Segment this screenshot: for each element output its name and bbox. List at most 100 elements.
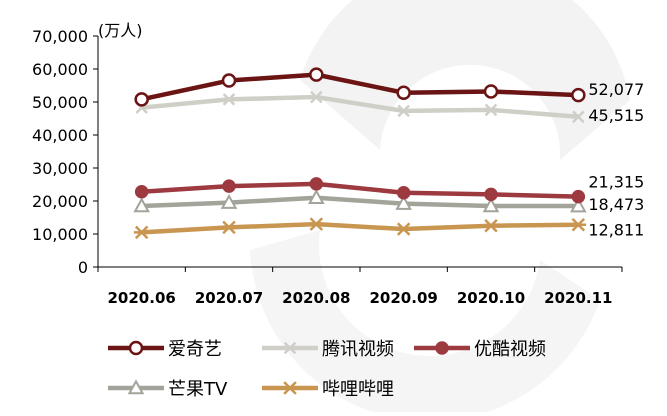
y-tick-label: 30,000 — [32, 159, 88, 178]
legend-label: 优酷视频 — [474, 339, 546, 360]
data-point-shape — [397, 104, 410, 118]
y-tick-label: 50,000 — [32, 93, 88, 112]
data-point-shape — [570, 217, 587, 232]
y-axis-unit-label: (万人) — [98, 21, 143, 40]
data-point-shape — [221, 220, 237, 235]
series-芒果TV — [133, 189, 587, 213]
data-point-shape — [483, 219, 499, 233]
legend-label: 芒果TV — [168, 379, 228, 400]
x-tick-label: 2020.07 — [195, 289, 263, 307]
data-point — [571, 189, 586, 204]
data-point-shape — [396, 186, 411, 200]
legend-label: 爱奇艺 — [168, 339, 222, 360]
end-value-label: 12,811 — [588, 221, 644, 240]
series-line — [141, 94, 579, 120]
data-point-shape — [482, 197, 500, 213]
data-point-shape — [571, 189, 586, 204]
legend-marker-shape — [282, 381, 298, 395]
data-point — [395, 222, 412, 236]
data-point-shape — [484, 187, 498, 202]
data-point-shape — [133, 225, 150, 240]
data-point-shape — [309, 177, 324, 191]
y-tick-label: 0 — [78, 258, 88, 277]
legend-marker-shape — [128, 340, 144, 356]
legend-item: 优酷视频 — [414, 339, 546, 360]
data-point — [222, 93, 236, 106]
end-value-label: 52,077 — [588, 80, 644, 99]
legend-item: 芒果TV — [108, 379, 228, 400]
watermark-shape — [300, 0, 630, 160]
data-point — [483, 219, 499, 233]
legend-label: 腾讯视频 — [322, 339, 394, 360]
data-point-shape — [395, 222, 412, 236]
data-point — [309, 177, 324, 191]
legend-marker — [435, 341, 449, 355]
x-tick-label: 2020.10 — [457, 289, 525, 307]
data-point-shape — [570, 197, 587, 213]
data-point — [482, 197, 500, 213]
data-point — [134, 92, 149, 107]
data-point-shape — [310, 90, 323, 104]
series-line — [141, 181, 579, 199]
end-value-label: 45,515 — [588, 106, 644, 125]
series-哔哩哔哩 — [133, 217, 587, 240]
data-point — [396, 85, 411, 101]
data-point — [222, 179, 236, 193]
data-point-shape — [134, 185, 149, 199]
legend-label: 哔哩哔哩 — [322, 379, 394, 400]
data-point-shape — [220, 193, 238, 209]
data-point — [395, 194, 412, 210]
data-point — [484, 103, 498, 117]
data-point — [570, 217, 587, 232]
end-value-label: 21,315 — [588, 173, 644, 192]
series-line — [141, 195, 579, 209]
data-point-shape — [572, 110, 585, 124]
series-line — [141, 72, 579, 102]
y-tick-label: 70,000 — [32, 27, 88, 46]
data-point — [309, 67, 324, 82]
data-point — [310, 90, 323, 104]
data-point — [396, 186, 411, 200]
data-point — [134, 185, 149, 199]
series-layer — [133, 67, 587, 240]
axes: 0 10,000 20,000 30,000 40,000 50,000 60,000 70,… — [32, 27, 623, 307]
data-point-shape — [395, 194, 412, 210]
end-labels: 52,077 45,515 21,315 18,473 12,811 — [588, 80, 644, 240]
legend-item: 腾讯视频 — [262, 339, 394, 360]
x-tick-label: 2020.09 — [370, 289, 438, 307]
legend-marker-shape — [435, 341, 449, 355]
data-point — [570, 197, 587, 213]
data-point — [308, 189, 325, 204]
data-point-shape — [308, 217, 325, 231]
series-爱奇艺 — [134, 67, 586, 107]
x-tick-label: 2020.06 — [108, 289, 176, 307]
legend-item: 哔哩哔哩 — [262, 379, 394, 400]
series-line — [141, 221, 579, 235]
data-point-shape — [571, 87, 586, 103]
x-tick-label: 2020.08 — [282, 289, 350, 307]
data-point — [221, 220, 237, 235]
data-point — [308, 217, 325, 231]
legend-marker — [283, 341, 297, 355]
data-point — [133, 225, 150, 240]
background-watermark — [250, 0, 630, 416]
watermark-shape-2 — [250, 230, 600, 416]
y-tick-label: 20,000 — [32, 192, 88, 211]
data-point — [484, 187, 498, 202]
data-point-shape — [222, 93, 236, 106]
series-优酷视频 — [134, 177, 586, 204]
legend-item: 爱奇艺 — [108, 339, 222, 360]
data-point-shape — [221, 73, 237, 88]
data-point-shape — [222, 179, 236, 193]
data-point-shape — [483, 84, 499, 99]
data-point — [483, 84, 499, 99]
y-tick-label: 10,000 — [32, 225, 88, 244]
data-point-shape — [308, 189, 325, 204]
data-point — [397, 104, 410, 118]
data-point — [220, 193, 238, 209]
x-tick-label: 2020.11 — [544, 289, 612, 307]
legend-marker — [128, 340, 144, 356]
